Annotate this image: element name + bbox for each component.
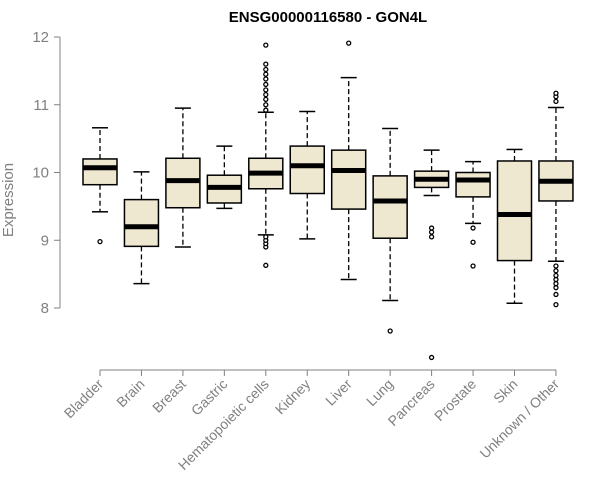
outlier-point <box>553 263 559 269</box>
outlier-point <box>553 280 559 287</box>
box-brain <box>123 171 160 285</box>
chart-title: ENSG00000116580 - GON4L <box>229 9 427 26</box>
outlier-point <box>263 76 269 82</box>
outlier-point <box>428 229 435 235</box>
iqr-box <box>82 158 118 186</box>
x-tick-label: Liver <box>322 376 355 409</box>
y-ticks: 8 9 10 11 12 <box>32 29 60 317</box>
y-tick-label: 8 <box>41 300 49 317</box>
iqr-box <box>372 175 408 239</box>
outlier-point <box>97 238 103 245</box>
x-tick-label: Kidney <box>272 376 314 418</box>
x-tick-label: Brain <box>113 376 147 410</box>
iqr-box <box>289 145 325 195</box>
y-tick-label: 9 <box>41 232 49 249</box>
outlier-point <box>553 291 559 298</box>
box-prostate <box>455 160 491 269</box>
outlier-point <box>387 328 393 334</box>
outlier-point <box>263 61 269 67</box>
y-axis-label: Expression <box>0 163 17 237</box>
y-tick-label: 10 <box>32 165 49 182</box>
iqr-box <box>496 160 533 262</box>
outlier-point <box>263 262 269 268</box>
box-skin <box>496 148 533 305</box>
outlier-point <box>553 301 559 308</box>
x-tick-label: Unknown / Other <box>476 376 562 462</box>
box-kidney <box>289 110 325 240</box>
outlier-point <box>553 268 559 274</box>
outlier-point <box>263 91 269 98</box>
outlier-point <box>470 239 476 245</box>
outlier-point <box>553 285 559 291</box>
box-bladder <box>82 127 118 245</box>
x-tick-label: Breast <box>149 376 189 416</box>
outlier-point <box>428 225 435 231</box>
x-tick-label: Skin <box>490 376 521 407</box>
iqr-box <box>330 149 367 210</box>
outlier-point <box>263 96 269 102</box>
x-tick-label: Bladder <box>61 376 107 422</box>
outlier-point <box>263 87 269 93</box>
outlier-point <box>428 234 435 240</box>
outlier-point <box>263 234 269 240</box>
box-series <box>82 40 574 361</box>
box-gastric <box>206 145 243 210</box>
y-tick-label: 11 <box>33 97 49 114</box>
iqr-box <box>455 171 491 198</box>
box-pancreas <box>413 149 450 361</box>
outlier-point <box>346 40 352 46</box>
outlier-point <box>553 276 559 283</box>
x-tick-label: Prostate <box>431 376 479 424</box>
outlier-point <box>470 263 476 269</box>
x-tick-label: Lung <box>363 376 396 409</box>
outlier-point <box>263 102 269 108</box>
box-hematopoietic-cells <box>248 42 284 268</box>
y-tick-label: 12 <box>32 29 49 46</box>
box-breast <box>165 107 201 248</box>
box-lung <box>372 127 408 334</box>
outlier-point <box>553 272 559 279</box>
outlier-point <box>428 354 435 361</box>
box-liver <box>330 40 367 281</box>
outlier-point <box>553 90 559 96</box>
outlier-point <box>553 98 559 105</box>
outlier-point <box>263 81 269 88</box>
box-unknown-other <box>538 90 574 308</box>
outlier-point <box>263 107 269 113</box>
outlier-point <box>470 225 476 231</box>
iqr-box <box>123 198 160 248</box>
outlier-point <box>263 42 269 48</box>
outlier-point <box>263 71 269 77</box>
outlier-point <box>263 66 269 73</box>
